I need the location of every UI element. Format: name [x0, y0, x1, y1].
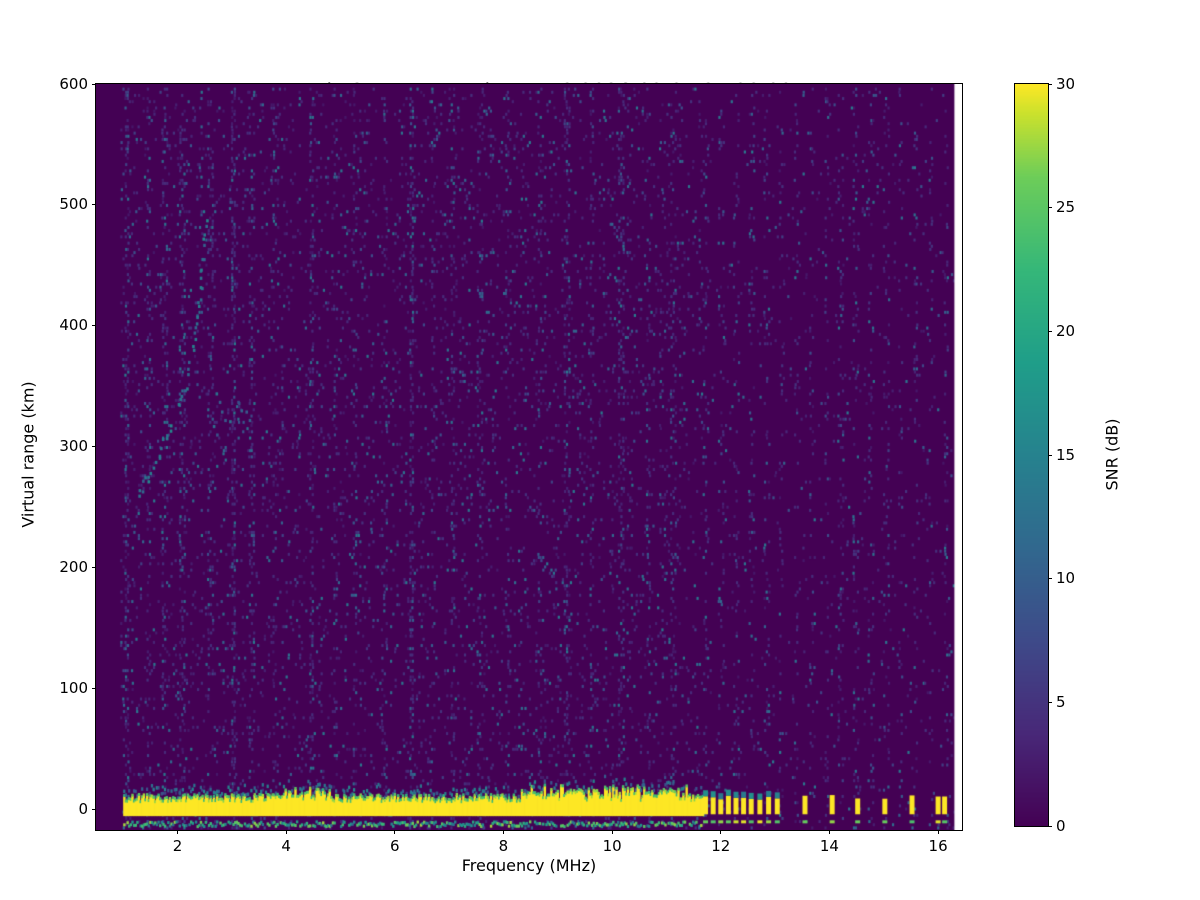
colorbar-tick-mark — [1048, 330, 1052, 332]
y-tick-mark — [92, 325, 96, 327]
y-tick-label-600: 600 — [59, 74, 88, 93]
colorbar-tick-mark — [1048, 825, 1052, 827]
x-tick-mark — [720, 830, 722, 834]
colorbar-tick-label-10: 10 — [1056, 569, 1076, 588]
x-tick-label-2: 2 — [172, 837, 183, 855]
colorbar-tick-mark — [1048, 701, 1052, 703]
y-tick-mark — [92, 567, 96, 569]
colorbar-tick-label-15: 15 — [1056, 445, 1076, 464]
x-tick-label-4: 4 — [281, 837, 291, 855]
y-tick-mark — [92, 446, 96, 448]
ionogram-heatmap-canvas — [96, 84, 962, 830]
x-tick-label-8: 8 — [498, 837, 509, 855]
x-axis-label: Frequency (MHz) — [461, 856, 597, 875]
y-tick-label-100: 100 — [59, 679, 88, 698]
y-tick-mark — [92, 808, 96, 810]
y-tick-label-300: 300 — [59, 437, 88, 456]
y-tick-label-200: 200 — [59, 558, 88, 577]
y-tick-mark — [92, 83, 96, 85]
x-tick-mark — [611, 830, 613, 834]
x-tick-label-16: 16 — [928, 837, 948, 855]
x-tick-label-12: 12 — [711, 837, 731, 855]
colorbar-tick-mark — [1048, 578, 1052, 580]
x-tick-mark — [176, 830, 178, 834]
colorbar-tick-mark — [1048, 454, 1052, 456]
colorbar-gradient-canvas — [1015, 84, 1048, 826]
colorbar-tick-mark — [1048, 207, 1052, 209]
colorbar-label: SNR (dB) — [1102, 418, 1122, 491]
x-tick-mark — [937, 830, 939, 834]
x-tick-label-14: 14 — [819, 837, 839, 855]
y-tick-mark — [92, 204, 96, 206]
x-tick-label-10: 10 — [602, 837, 622, 855]
x-tick-mark — [394, 830, 396, 834]
x-tick-label-6: 6 — [390, 837, 400, 855]
y-tick-label-500: 500 — [59, 195, 88, 214]
x-tick-mark — [285, 830, 287, 834]
colorbar-tick-label-0: 0 — [1056, 816, 1066, 835]
colorbar-tick-label-5: 5 — [1056, 692, 1066, 711]
x-tick-mark — [828, 830, 830, 834]
x-tick-mark — [502, 830, 504, 834]
colorbar-tick-label-30: 30 — [1056, 74, 1076, 93]
colorbar — [1014, 83, 1049, 827]
y-axis-label: Virtual range (km) — [18, 381, 38, 528]
colorbar-tick-label-25: 25 — [1056, 198, 1076, 217]
y-tick-mark — [92, 688, 96, 690]
colorbar-tick-label-20: 20 — [1056, 321, 1076, 340]
colorbar-tick-mark — [1048, 83, 1052, 85]
y-tick-label-400: 400 — [59, 316, 88, 335]
plot-area — [95, 83, 963, 831]
y-tick-label-0: 0 — [78, 799, 88, 818]
